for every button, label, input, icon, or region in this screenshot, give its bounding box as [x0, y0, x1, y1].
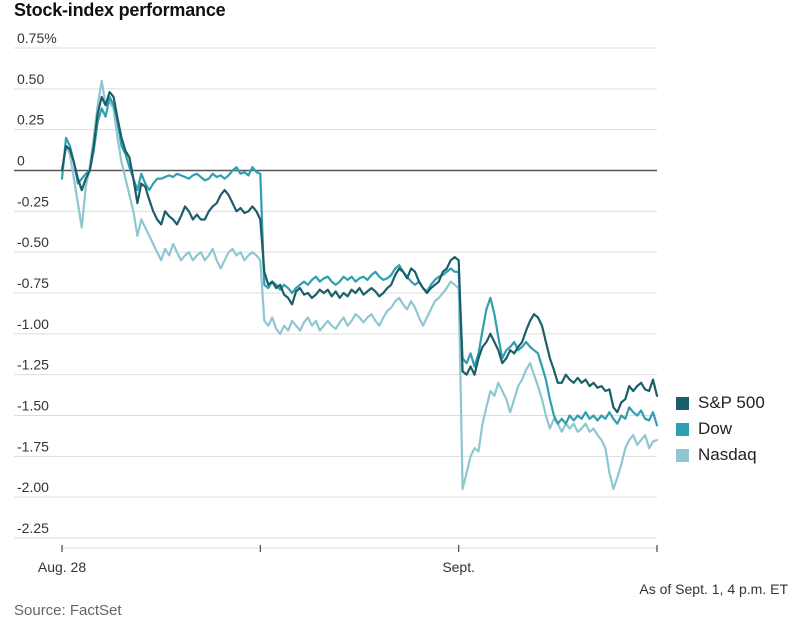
y-tick-label: -2.00	[17, 479, 49, 495]
legend-swatch-nasdaq	[676, 448, 689, 462]
y-tick-label: -1.00	[17, 316, 49, 332]
chart-title: Stock-index performance	[14, 0, 226, 20]
x-axis: Aug. 28 Sept.	[38, 545, 658, 575]
legend-item-dow: Dow	[676, 416, 765, 442]
x-tick-label: Sept.	[442, 559, 475, 575]
legend-label-nasdaq: Nasdaq	[698, 445, 757, 464]
gridlines	[14, 47, 657, 539]
y-tick-label: 0	[17, 153, 25, 169]
y-tick-label: 0.25	[17, 112, 44, 128]
y-axis-labels: 0.75% 0.50 0.25 0 -0.25 -0.50 -0.75 -1.00 -1.25 -…	[17, 30, 57, 536]
legend-item-sp500: S&P 500	[676, 390, 765, 416]
y-tick-label: -0.50	[17, 234, 49, 250]
legend-label-dow: Dow	[698, 419, 733, 438]
source-note: Source: FactSet	[14, 602, 122, 619]
timestamp-note: As of Sept. 1, 4 p.m. ET	[639, 581, 788, 597]
y-tick-label: 0.75%	[17, 30, 57, 46]
y-tick-label: -1.50	[17, 398, 49, 414]
y-tick-label: -0.25	[17, 193, 49, 209]
legend: S&P 500 Dow Nasdaq	[676, 390, 765, 468]
series-line-sp500	[60, 91, 659, 414]
legend-swatch-sp500	[676, 396, 689, 410]
y-tick-label: -1.25	[17, 357, 49, 373]
y-tick-label: -1.75	[17, 438, 49, 454]
x-tick-label: Aug. 28	[38, 559, 86, 575]
series-line-nasdaq	[60, 79, 659, 491]
series-lines	[60, 79, 659, 491]
legend-swatch-dow	[676, 422, 689, 436]
series-line-dow	[60, 95, 659, 427]
legend-item-nasdaq: Nasdaq	[676, 442, 765, 468]
y-tick-label: 0.50	[17, 71, 44, 87]
chart-plot-area: 0.75% 0.50 0.25 0 -0.25 -0.50 -0.75 -1.00 -1.25 -…	[14, 30, 659, 575]
legend-label-sp500: S&P 500	[698, 393, 765, 412]
y-tick-label: -0.75	[17, 275, 49, 291]
y-tick-label: -2.25	[17, 520, 49, 536]
